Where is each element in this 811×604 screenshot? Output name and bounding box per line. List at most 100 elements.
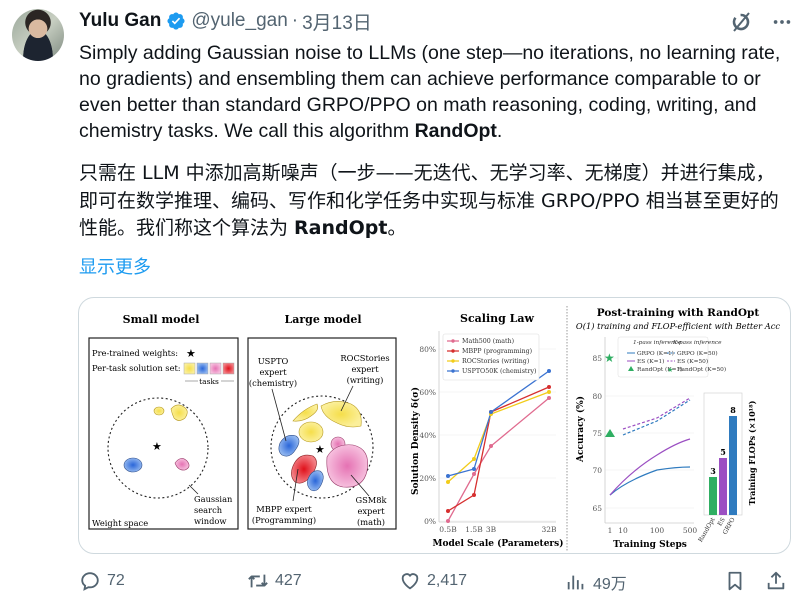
x-tick: 500: [683, 526, 698, 535]
y-tick: 60%: [419, 388, 436, 397]
bar-value: 3: [710, 466, 716, 476]
y-tick: 0%: [424, 517, 436, 526]
bar-axis-label: Training FLOPs (×10¹⁸): [747, 400, 757, 505]
gsm-label: expert: [357, 506, 385, 516]
views-button[interactable]: 49万: [565, 570, 627, 594]
tweet-text-chinese: 只需在 LLM 中添加高斯噪声（一步——无迭代、无学习率、无梯度）并进行集成，即…: [79, 160, 789, 243]
star-icon: ★: [667, 366, 673, 374]
bookmark-button[interactable]: [724, 570, 746, 592]
tweet-header: Yulu Gan @yule_gan · 3月13日: [79, 8, 372, 34]
legend-mbpp: MBPP (programming): [462, 348, 532, 355]
y-tick: 20%: [419, 474, 436, 483]
show-more-link[interactable]: 显示更多: [79, 257, 151, 278]
repost-button[interactable]: 427: [247, 570, 302, 592]
star-icon: ★: [315, 443, 325, 456]
x-tick: 1: [608, 526, 613, 535]
heart-icon: [401, 573, 419, 590]
scaling-law-chart: Scaling Law 0% 20% 40% 60% 80% 0.5B 1.5B…: [410, 312, 564, 549]
author-handle[interactable]: @yule_gan: [191, 10, 288, 31]
large-model-panel: Large model USPTO expert (chemistry) ROC…: [247, 313, 397, 530]
grok-icon[interactable]: [729, 10, 753, 34]
legend-solution: Per-task solution set:: [92, 363, 181, 373]
like-button[interactable]: 2,417: [399, 570, 467, 592]
repost-count: 427: [275, 572, 302, 589]
legend-head: 1-pass inference: [633, 340, 682, 346]
y-tick: 65: [592, 504, 602, 513]
tweet-text-english: Simply adding Gaussian noise to LLMs (on…: [79, 40, 789, 144]
y-tick: 70: [592, 466, 602, 475]
legend-item: GRPO (K=50): [677, 350, 718, 357]
gsm-label: (math): [357, 517, 385, 527]
star-icon: ★: [186, 347, 196, 360]
share-icon: [767, 571, 785, 590]
weight-space-label: Weight space: [92, 518, 148, 528]
y-axis-label: Accuracy (%): [575, 396, 586, 463]
legend-item: RandOpt (K=50): [677, 366, 726, 373]
x-tick: 1.5B: [465, 525, 483, 534]
y-axis-label: Solution Density δ(σ): [410, 387, 421, 495]
legend-tasks: tasks: [199, 377, 219, 386]
avatar[interactable]: [12, 9, 64, 61]
x-tick: 100: [650, 526, 665, 535]
reply-icon: [81, 572, 99, 591]
media-figure[interactable]: Small model Pre-trained weights: ★ Per-t…: [78, 297, 791, 554]
tweet-date[interactable]: 3月13日: [302, 12, 372, 34]
roc-label: expert: [351, 364, 379, 374]
gaussian-label: Gaussian: [194, 494, 233, 504]
scaling-title: Scaling Law: [460, 312, 535, 325]
legend-uspto: USPTO50K (chemistry): [462, 368, 536, 375]
verified-badge-icon: [167, 12, 185, 30]
separator: ·: [291, 10, 299, 31]
legend-math500: Math500 (math): [462, 338, 514, 345]
roc-label: (writing): [347, 375, 384, 385]
mbpp-label: (Programming): [252, 515, 316, 525]
x-tick: 0.5B: [439, 525, 457, 534]
gaussian-label: search: [194, 505, 223, 515]
text-bold-randopt: RandOpt: [294, 217, 388, 239]
uspto-label: USPTO: [258, 356, 289, 366]
more-icon[interactable]: [771, 11, 793, 33]
reply-button[interactable]: 72: [79, 570, 125, 592]
small-model-title: Small model: [123, 313, 200, 326]
uspto-label: (chemistry): [249, 378, 297, 388]
post-training-chart: Post-training with RandOpt O(1) training…: [575, 307, 780, 550]
gsm-label: GSM8k: [355, 495, 387, 505]
y-tick: 80: [592, 392, 602, 401]
y-tick: 85: [592, 354, 602, 363]
text-segment: Simply adding Gaussian noise to LLMs (on…: [79, 42, 781, 142]
uspto-label: expert: [259, 367, 287, 377]
like-count: 2,417: [427, 572, 468, 589]
bar-label: RandOpt: [697, 516, 717, 543]
legend-item: GRPO (K=1): [637, 350, 674, 357]
post-title: Post-training with RandOpt: [597, 307, 760, 319]
post-subtitle: O(1) training and FLOP-efficient with Be…: [576, 321, 780, 331]
legend-rocstories: ROCStories (writing): [462, 358, 529, 365]
share-button[interactable]: [765, 570, 787, 592]
author-name[interactable]: Yulu Gan: [79, 10, 162, 31]
reply-count: 72: [107, 572, 125, 589]
x-tick: 3B: [486, 525, 497, 534]
legend-item: RandOpt (K=1): [637, 366, 682, 373]
legend-pretrained: Pre-trained weights:: [92, 348, 178, 358]
bar-label: ES: [716, 517, 726, 528]
bar-value: 5: [720, 447, 726, 457]
y-tick: 75: [592, 429, 602, 438]
text-bold-randopt: RandOpt: [414, 120, 497, 142]
large-model-title: Large model: [284, 313, 361, 326]
text-segment: 。: [387, 217, 407, 239]
text-segment: .: [496, 120, 503, 142]
y-tick: 80%: [419, 345, 436, 354]
gaussian-label: window: [194, 516, 227, 526]
header-actions: [729, 10, 793, 34]
small-model-panel: Small model Pre-trained weights: ★ Per-t…: [88, 313, 239, 530]
repost-icon: [248, 574, 268, 588]
star-marker-icon: ★: [604, 351, 615, 365]
legend-item: ES (K=1): [637, 358, 664, 365]
x-axis-label: Model Scale (Parameters): [432, 538, 563, 549]
x-axis-label: Training Steps: [613, 540, 687, 550]
bookmark-icon: [728, 571, 742, 591]
x-tick: 32B: [541, 525, 557, 534]
mbpp-label: MBPP expert: [256, 504, 312, 514]
text-segment: 只需在 LLM 中添加高斯噪声（一步——无迭代、无学习率、无梯度）并进行集成，即…: [79, 162, 779, 239]
bar-value: 8: [730, 405, 736, 415]
